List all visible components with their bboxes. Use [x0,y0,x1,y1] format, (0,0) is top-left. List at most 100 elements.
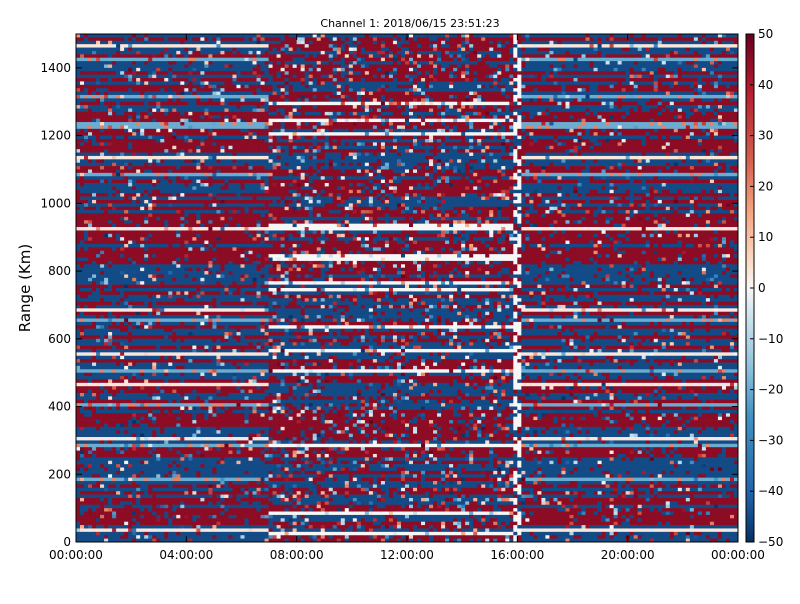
heatmap-cell [164,369,168,373]
heatmap-cell [176,363,180,367]
heatmap-cell [132,274,136,278]
heatmap-cell [168,61,172,65]
heatmap-cell [88,329,92,333]
heatmap-cell [100,264,104,268]
heatmap-cell [116,501,120,505]
heatmap-cell [84,197,88,201]
heatmap-cell [160,467,164,471]
heatmap-cell [108,498,112,502]
heatmap-cell [164,417,168,421]
heatmap-cell [180,302,184,306]
heatmap-cell [172,423,176,427]
heatmap-cell [104,92,108,96]
heatmap-cell [116,457,120,461]
heatmap-cell [108,112,112,116]
heatmap-cell [80,44,84,48]
heatmap-cell [160,535,164,539]
heatmap-cell [124,281,128,285]
heatmap-cell [124,274,128,278]
heatmap-cell [136,92,140,96]
heatmap-cell [136,417,140,421]
heatmap-cell [172,173,176,177]
heatmap-cell [128,227,132,231]
heatmap-cell [88,308,92,312]
heatmap-cell [136,451,140,455]
heatmap-cell [128,295,132,299]
heatmap-cell [164,125,168,129]
heatmap-cell [164,383,168,387]
heatmap-cell [120,251,124,255]
heatmap-cell [144,193,148,197]
heatmap-cell [100,315,104,319]
heatmap-cell [160,92,164,96]
heatmap-cell [148,413,152,417]
heatmap-cell [76,197,80,201]
heatmap-cell [80,467,84,471]
heatmap-cell [124,234,128,238]
heatmap-cell [164,318,168,322]
heatmap-cell [132,444,136,448]
heatmap-cell [76,271,80,275]
heatmap-cell [164,467,168,471]
heatmap-cell [112,383,116,387]
heatmap-cell [96,169,100,173]
heatmap-cell [80,444,84,448]
heatmap-cell [116,346,120,350]
heatmap-cell [180,251,184,255]
heatmap-cell [132,230,136,234]
heatmap-cell [164,413,168,417]
heatmap-cell [76,298,80,302]
heatmap-cell [172,430,176,434]
heatmap-cell [164,352,168,356]
heatmap-cell [108,210,112,214]
heatmap-cell [108,186,112,190]
heatmap-cell [88,203,92,207]
heatmap-cell [88,363,92,367]
heatmap-cell [108,159,112,163]
heatmap-cell [164,420,168,424]
heatmap-cell [80,515,84,519]
heatmap-cell [116,105,120,109]
heatmap-cell [76,512,80,516]
heatmap-cell [136,213,140,217]
heatmap-cell [92,484,96,488]
heatmap-cell [144,156,148,160]
heatmap-cell [104,305,108,309]
heatmap-cell [136,322,140,326]
heatmap-cell [80,186,84,190]
heatmap-cell [108,434,112,438]
heatmap-cell [100,210,104,214]
heatmap-cell [164,227,168,231]
heatmap-cell [140,417,144,421]
heatmap-cell [128,359,132,363]
heatmap-cell [148,349,152,353]
heatmap-cell [84,193,88,197]
heatmap-cell [76,393,80,397]
heatmap-cell [164,254,168,258]
heatmap-cell [172,376,176,380]
heatmap-cell [128,444,132,448]
heatmap-cell [108,356,112,360]
heatmap-cell [172,75,176,79]
heatmap-cell [112,146,116,150]
heatmap-cell [88,58,92,62]
heatmap-cell [172,407,176,411]
heatmap-cell [100,48,104,52]
heatmap-cell [168,467,172,471]
heatmap-cell [76,528,80,532]
heatmap-cell [176,163,180,167]
heatmap-cell [120,325,124,329]
heatmap-cell [104,467,108,471]
heatmap-cell [116,61,120,65]
heatmap-cell [76,369,80,373]
heatmap-cell [124,498,128,502]
heatmap-cell [104,525,108,529]
heatmap-cell [132,393,136,397]
heatmap-cell [164,403,168,407]
heatmap-cell [180,464,184,468]
heatmap-cell [80,85,84,89]
heatmap-cell [100,234,104,238]
heatmap-cell [144,383,148,387]
heatmap-cell [120,528,124,532]
